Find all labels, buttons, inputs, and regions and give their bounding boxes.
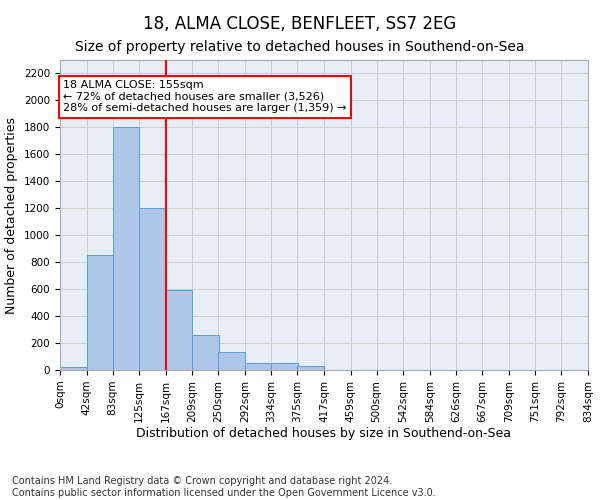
Bar xyxy=(60,366,86,370)
Text: 18 ALMA CLOSE: 155sqm
← 72% of detached houses are smaller (3,526)
28% of semi-d: 18 ALMA CLOSE: 155sqm ← 72% of detached … xyxy=(63,80,347,114)
Bar xyxy=(139,208,166,370)
Bar xyxy=(218,352,245,370)
Bar xyxy=(166,290,193,370)
Text: Size of property relative to detached houses in Southend-on-Sea: Size of property relative to detached ho… xyxy=(75,40,525,54)
Y-axis label: Number of detached properties: Number of detached properties xyxy=(5,116,19,314)
Bar xyxy=(271,364,298,370)
Bar xyxy=(298,366,324,370)
Text: 18, ALMA CLOSE, BENFLEET, SS7 2EG: 18, ALMA CLOSE, BENFLEET, SS7 2EG xyxy=(143,15,457,33)
Bar xyxy=(193,335,219,370)
X-axis label: Distribution of detached houses by size in Southend-on-Sea: Distribution of detached houses by size … xyxy=(137,428,511,440)
Bar xyxy=(86,256,113,370)
Bar xyxy=(245,364,271,370)
Text: Contains HM Land Registry data © Crown copyright and database right 2024.
Contai: Contains HM Land Registry data © Crown c… xyxy=(12,476,436,498)
Bar xyxy=(113,128,139,370)
